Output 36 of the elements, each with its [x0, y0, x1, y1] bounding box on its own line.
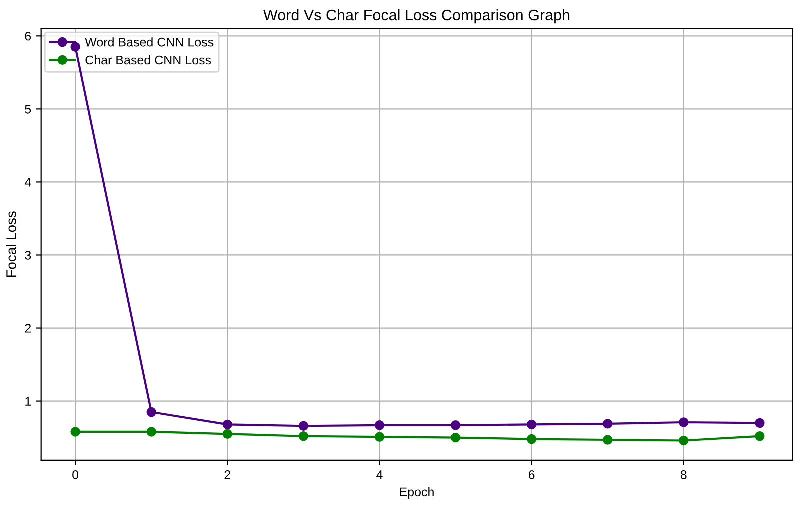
point	[146, 407, 156, 418]
point	[70, 427, 80, 437]
point	[222, 429, 232, 440]
chart-title: Word Vs Char Focal Loss Comparison Graph	[264, 9, 570, 24]
x-tick-label: 0	[72, 470, 79, 480]
point	[146, 427, 156, 437]
point	[374, 420, 385, 430]
x-tick-label: 2	[224, 470, 230, 480]
point	[298, 421, 309, 431]
y-tick-label: 2	[25, 324, 31, 333]
point	[70, 42, 80, 52]
y-tick-label: 6	[25, 32, 32, 41]
x-tick-label: 4	[376, 470, 383, 480]
point	[755, 432, 765, 442]
legend-label: Char Based CNN Loss	[86, 55, 212, 65]
x-tick-label: 8	[680, 470, 687, 480]
y-tick-label: 3	[25, 251, 32, 260]
x-tick-label: 6	[528, 470, 535, 480]
y-tick-label: 5	[25, 105, 32, 114]
x-axis-title: Epoch	[400, 487, 434, 500]
y-tick-label: 4	[24, 178, 32, 187]
y-axis-title: Focal Loss	[6, 212, 16, 278]
y-tick-label: 1	[26, 397, 32, 406]
point	[602, 435, 613, 445]
point	[526, 434, 537, 444]
point	[222, 420, 232, 430]
point	[755, 418, 765, 428]
point	[602, 419, 613, 429]
point	[679, 436, 689, 446]
point	[679, 418, 689, 428]
point	[298, 432, 309, 442]
point	[450, 420, 461, 430]
legend-label: Word Based CNN Loss	[85, 38, 214, 47]
point	[526, 420, 537, 430]
point	[450, 432, 461, 443]
point	[374, 432, 385, 442]
